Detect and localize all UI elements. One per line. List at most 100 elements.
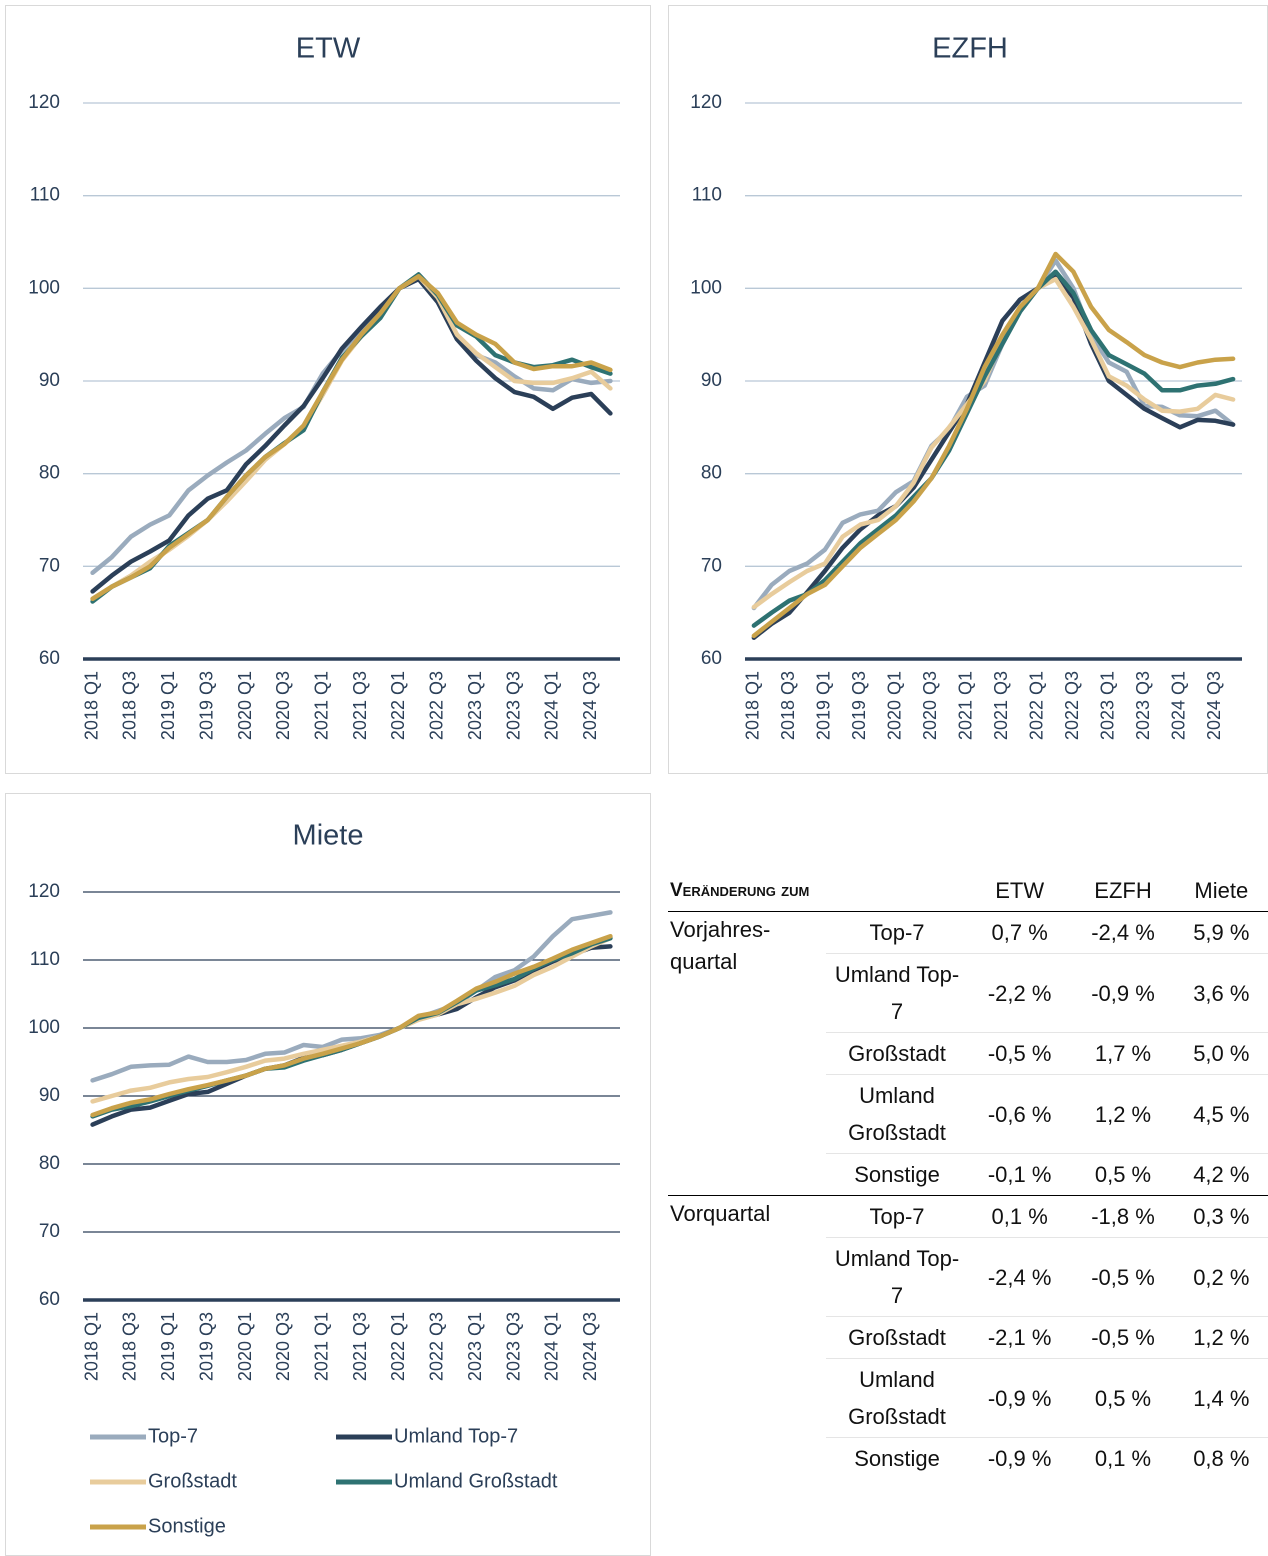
row-name: Umland Großstadt [826,1358,968,1438]
value-cell: 1,7 % [1071,1032,1175,1075]
x-tick-label: 2021 Q3 [350,1312,370,1381]
group-label-text: Vorquartal [670,1201,771,1226]
table-row: Umland Großstadt -0,6 % 1,2 % 4,5 % [668,1074,1268,1154]
x-tick-label: 2020 Q1 [235,1312,255,1381]
series-line [90,935,613,1104]
value-cell: 0,3 % [1174,1195,1268,1238]
value-cell: -2,4 % [968,1237,1072,1317]
x-tick-label: 2022 Q3 [1062,671,1082,740]
header-cell: Veränderung zum [668,870,968,912]
y-tick-label: 110 [30,185,60,206]
y-tick-label: 120 [28,881,60,902]
series-line [751,269,1236,628]
header-cell: EZFH [1071,870,1175,912]
change-table: Veränderung zum ETW EZFH Miete Vorjahres-qua… [668,870,1268,1479]
y-tick-label: 90 [39,370,60,391]
table-row: Vorquartal Top-7 0,1 % -1,8 % 0,3 % [668,1195,1268,1479]
x-tick-label: 2018 Q1 [81,671,101,740]
value-cell: 0,8 % [1174,1437,1268,1479]
x-tick-label: 2024 Q3 [580,671,600,740]
row-name: Umland Großstadt [826,1074,968,1154]
value-cell: -0,5 % [1071,1237,1175,1317]
row-name: Umland Top-7 [826,1237,968,1317]
table-row: Umland Top-7 -2,2 % -0,9 % 3,6 % [668,953,1268,1033]
y-tick-label: 80 [701,463,722,484]
table-row: Sonstige -0,1 % 0,5 % 4,2 % [668,1153,1268,1196]
table-row: Großstadt -0,5 % 1,7 % 5,0 % [668,1032,1268,1075]
legend-label: Großstadt [148,1470,237,1492]
row-name: Umland Top-7 [826,953,968,1033]
x-tick-label: 2022 Q3 [427,1312,447,1381]
series-line [751,276,1236,610]
value-cell: -2,4 % [1091,920,1155,945]
x-tick-label: 2019 Q3 [196,1312,216,1381]
group-label: Vorquartal [668,1195,826,1479]
header-row: Veränderung zum ETW EZFH Miete [668,870,1268,912]
x-tick-label: 2018 Q1 [81,1312,101,1381]
y-tick-label: 60 [701,648,722,669]
y-tick-label: 90 [701,370,722,391]
value-cell: -1,8 % [1071,1195,1175,1238]
x-tick-label: 2020 Q1 [885,671,905,740]
series-line [751,272,1236,640]
y-tick-label: 100 [28,277,60,298]
table-row: Sonstige -0,9 % 0,1 % 0,8 % [668,1437,1268,1479]
x-tick-label: 2022 Q1 [1027,671,1047,740]
y-tick-label: 100 [690,277,722,298]
x-tick-label: 2023 Q3 [503,671,523,740]
row-name: Top-7 [826,1195,968,1238]
x-tick-label: 2018 Q3 [120,671,140,740]
value-cell: 0,7 % [991,920,1048,945]
value-cell: -0,9 % [968,1437,1072,1479]
table-row: Umland Top-7 -2,4 % -0,5 % 0,2 % [668,1237,1268,1317]
x-tick-label: 2019 Q1 [158,1312,178,1381]
value-cell: 0,5 % [1071,1153,1175,1196]
value-cell: 4,5 % [1174,1074,1268,1154]
x-tick-label: 2018 Q1 [743,671,763,740]
series-line [90,933,613,1118]
x-tick-label: 2020 Q3 [273,671,293,740]
x-tick-label: 2024 Q1 [542,1312,562,1381]
x-tick-label: 2018 Q3 [778,671,798,740]
table-row: Großstadt -2,1 % -0,5 % 1,2 % [668,1316,1268,1359]
x-tick-label: 2021 Q3 [350,671,370,740]
header-cell: ETW [968,870,1072,912]
x-tick-label: 2023 Q1 [465,1312,485,1381]
legend-label: Top-7 [148,1425,198,1447]
legend-label: Umland Top-7 [394,1425,518,1447]
x-tick-label: 2019 Q1 [814,671,834,740]
x-tick-label: 2019 Q1 [158,671,178,740]
value-cell: 3,6 % [1174,953,1268,1033]
series-line [90,272,613,604]
value-cell: 1,2 % [1071,1074,1175,1154]
value-cell: 0,1 % [968,1195,1072,1238]
x-tick-label: 2021 Q1 [956,671,976,740]
y-tick-label: 120 [28,92,60,113]
value-cell: 0,5 % [1071,1358,1175,1438]
row-name: Großstadt [826,1032,968,1075]
chart-title: ETW [296,33,361,65]
chart-title: Miete [293,820,364,852]
x-tick-label: 2024 Q3 [580,1312,600,1381]
x-tick-label: 2023 Q1 [465,671,485,740]
row-name: Großstadt [826,1316,968,1359]
value-cell: 4,2 % [1174,1153,1268,1196]
x-tick-label: 2022 Q1 [388,671,408,740]
value-cell: -0,6 % [968,1074,1072,1154]
y-tick-label: 60 [39,1289,60,1310]
x-tick-label: 2024 Q1 [542,671,562,740]
value-cell: 0,2 % [1174,1237,1268,1317]
header-cell: Miete [1174,870,1268,912]
value-cell: 1,4 % [1174,1358,1268,1438]
x-tick-label: 2020 Q3 [273,1312,293,1381]
row-name: Top-7 [869,920,925,945]
x-tick-label: 2023 Q3 [503,1312,523,1381]
group-label-text: Vorjahres-quartal [670,917,771,974]
legend-label: Umland Großstadt [394,1470,558,1492]
y-tick-label: 80 [39,463,60,484]
row-name: Sonstige [826,1437,968,1479]
value-cell: -0,9 % [1071,953,1175,1033]
x-tick-label: 2024 Q3 [1204,671,1224,740]
value-cell: -2,2 % [968,953,1072,1033]
